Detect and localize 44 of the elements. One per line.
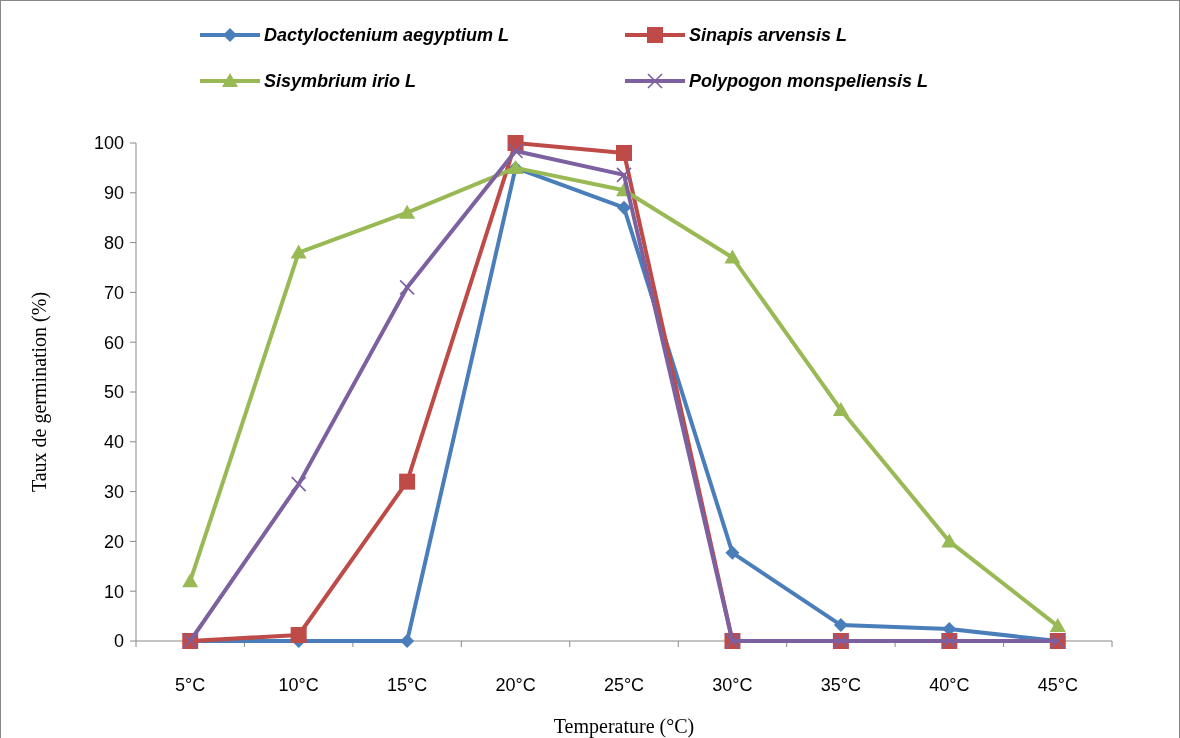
y-tick-label: 10 xyxy=(103,581,124,602)
y-tick-label: 100 xyxy=(93,133,124,154)
y-tick-label: 80 xyxy=(103,232,124,253)
point xyxy=(290,244,307,259)
point xyxy=(399,279,415,296)
y-axis-title: Taux de germination (%) xyxy=(28,291,51,493)
point xyxy=(724,249,741,264)
y-tick-label: 20 xyxy=(103,531,124,552)
x-tick-label: 10°C xyxy=(278,675,319,695)
point xyxy=(182,573,199,588)
point xyxy=(400,634,415,648)
x-axis-title: Temperature (°C) xyxy=(553,715,695,738)
point xyxy=(832,401,849,416)
x-tick-label: 35°C xyxy=(820,675,861,695)
point xyxy=(725,545,740,560)
y-tick-label: 60 xyxy=(103,332,124,353)
y-tick-label: 70 xyxy=(103,282,124,303)
point xyxy=(507,143,524,159)
point xyxy=(399,473,416,490)
legend-label: Sisymbrium irio L xyxy=(264,71,417,92)
x-tick-label: 5°C xyxy=(175,675,206,695)
legend-label: Sinapis arvensis L xyxy=(689,25,848,46)
legend-label: Polypogon monspeliensis L xyxy=(689,71,929,92)
point xyxy=(399,204,416,219)
y-tick-label: 0 xyxy=(113,631,124,652)
y-tick-label: 40 xyxy=(103,432,124,453)
point xyxy=(290,476,307,492)
y-tick-label: 30 xyxy=(103,481,124,502)
x-tick-label: 15°C xyxy=(387,675,428,695)
x-tick-label: 30°C xyxy=(712,675,753,695)
x-tick-label: 40°C xyxy=(929,675,970,695)
x-tick-label: 20°C xyxy=(495,675,536,695)
point xyxy=(833,618,848,633)
x-tick-label: 45°C xyxy=(1037,675,1078,695)
point xyxy=(941,533,958,548)
point xyxy=(616,167,632,183)
point xyxy=(290,627,307,644)
legend-label: Dactyloctenium aegyptium L xyxy=(264,25,510,46)
point xyxy=(617,200,631,215)
point xyxy=(1049,618,1066,633)
x-tick-label: 25°C xyxy=(603,675,645,695)
y-tick-label: 90 xyxy=(103,183,124,204)
y-tick-label: 50 xyxy=(103,382,124,403)
point xyxy=(616,144,632,161)
